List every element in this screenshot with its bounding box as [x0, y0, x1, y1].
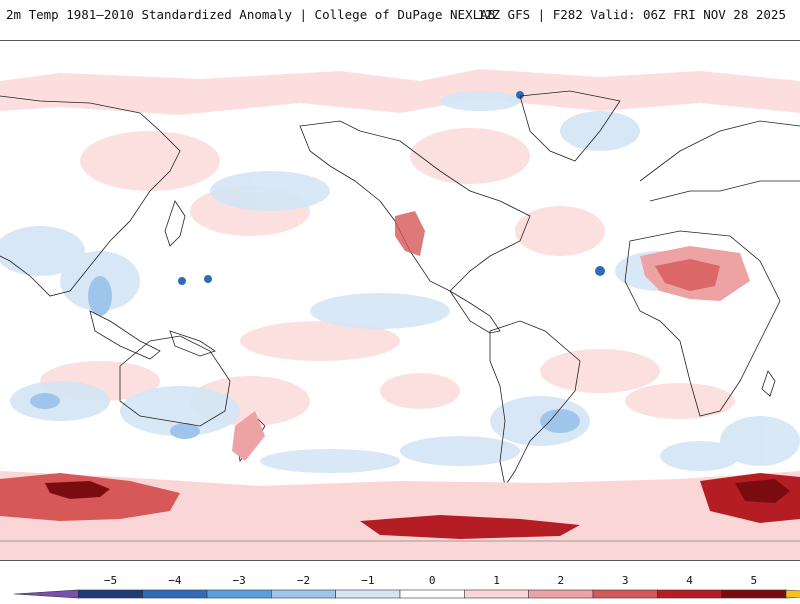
- colorbar-segment: [528, 589, 594, 599]
- colorbar-segment: [206, 589, 272, 599]
- colorbar-segment: [399, 589, 465, 599]
- anomaly-map: [0, 40, 800, 561]
- colorbar-segment: [271, 589, 336, 599]
- colorbar-tick-label: 1: [493, 574, 500, 587]
- strong-cool-spots: [178, 91, 605, 285]
- model-run-info: 12Z GFS | F282 Valid: 06Z FRI NOV 28 202…: [477, 7, 786, 22]
- colorbar-segment: [721, 589, 787, 599]
- colorbar-segment: [335, 589, 401, 599]
- map-canvas: [0, 41, 800, 560]
- warm-anomaly-patches: [40, 128, 735, 426]
- colorbar-tick-label: 0: [429, 574, 436, 587]
- africa-warm-anomaly: [640, 246, 750, 301]
- colorbar-tick-label: 5: [751, 574, 758, 587]
- moderate-cool-patches: [30, 276, 580, 439]
- cool-anomaly-patches: [0, 91, 800, 473]
- antarctic-moderate-warm-center: [360, 515, 580, 539]
- colorbar-segment: [464, 589, 529, 599]
- colorbar-tick-label: 2: [558, 574, 565, 587]
- colorbar-segment: [13, 589, 79, 599]
- colorbar-tick-label: −3: [233, 574, 246, 587]
- colorbar-tick-label: 4: [686, 574, 693, 587]
- colorbar-segment: [78, 589, 143, 599]
- colorbar-tick-label: −5: [104, 574, 117, 587]
- colorbar-tick-label: −4: [168, 574, 182, 587]
- colorbar-segment: [142, 589, 208, 599]
- colorbar-segment: [785, 589, 800, 599]
- colorbar-svg: −5 −4 −3 −2 −1 0 1 2 3 4 5: [13, 574, 800, 599]
- colorbar-tick-label: −2: [297, 574, 310, 587]
- colorbar-segment: [657, 589, 722, 599]
- antarctic-warm-band: [0, 471, 800, 560]
- na-west-warm-anomaly: [395, 211, 425, 256]
- antarctic-strong-warm-right: [735, 479, 790, 503]
- title-bar: 2m Temp 1981–2010 Standardized Anomaly |…: [0, 0, 800, 30]
- arctic-warm-anomaly: [0, 69, 800, 115]
- colorbar-segment: [592, 589, 658, 599]
- nz-warm-anomaly: [232, 411, 265, 461]
- antarctic-strong-warm-left: [45, 481, 110, 499]
- map-title: 2m Temp 1981–2010 Standardized Anomaly |…: [6, 7, 496, 22]
- colorbar: −5 −4 −3 −2 −1 0 1 2 3 4 5: [0, 572, 800, 600]
- colorbar-tick-label: −1: [361, 574, 374, 587]
- colorbar-tick-label: 3: [622, 574, 629, 587]
